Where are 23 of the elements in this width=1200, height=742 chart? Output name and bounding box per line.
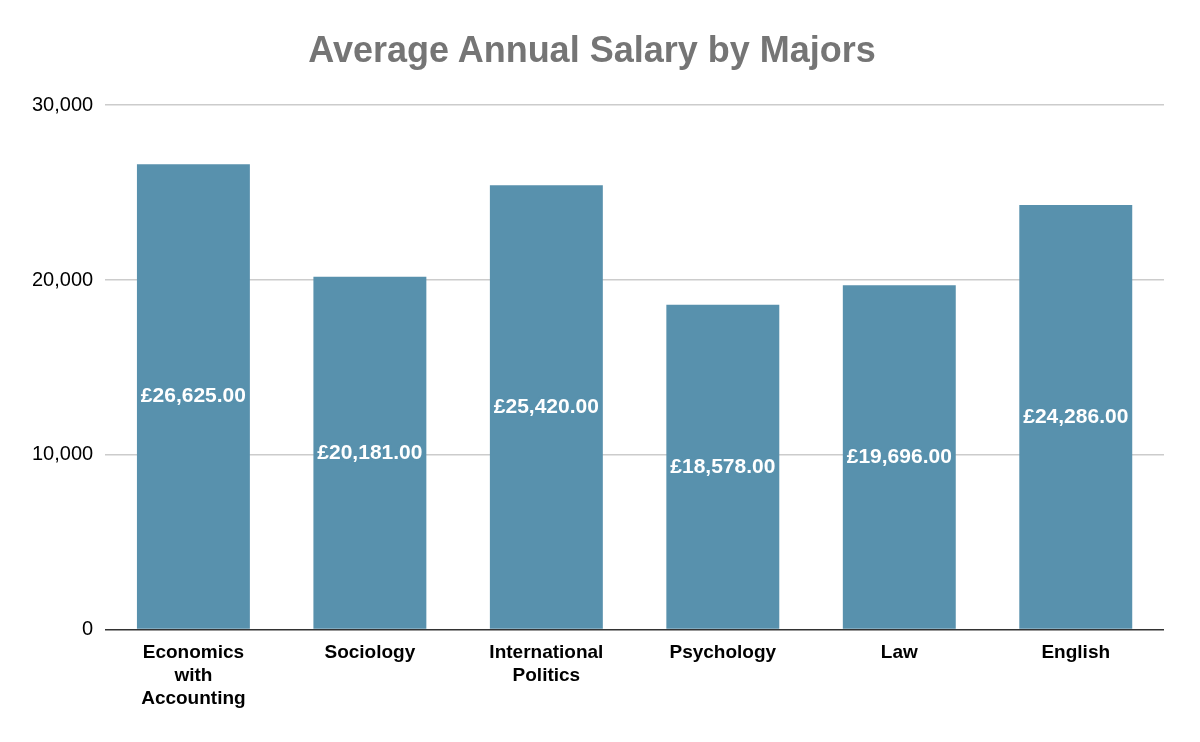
data-label: £18,578.00: [670, 453, 776, 477]
x-tick-label: Economics with Accounting: [141, 641, 246, 708]
bar: [1019, 205, 1133, 629]
bar: [489, 185, 603, 629]
bar: [842, 285, 956, 629]
x-tick-label: International Politics: [489, 641, 604, 686]
x-tick-label: English: [1041, 641, 1111, 663]
y-tick-label: 0: [82, 617, 94, 640]
data-label: £19,696.00: [846, 443, 952, 467]
data-label: £24,286.00: [1023, 403, 1129, 427]
bar: [313, 276, 427, 629]
data-label: £20,181.00: [317, 439, 423, 463]
x-tick-label: Psychology: [669, 641, 777, 663]
y-tick-label: 30,000: [32, 92, 94, 115]
bar: [666, 304, 780, 629]
bar: [136, 164, 250, 629]
chart-title: Average Annual Salary by Majors: [308, 28, 876, 70]
data-label: £25,420.00: [493, 393, 599, 417]
data-label: £26,625.00: [140, 383, 246, 407]
x-tick-label: Sociology: [324, 641, 416, 663]
y-tick-label: 10,000: [32, 442, 94, 465]
y-tick-label: 20,000: [32, 267, 94, 290]
x-tick-label: Law: [880, 641, 918, 663]
